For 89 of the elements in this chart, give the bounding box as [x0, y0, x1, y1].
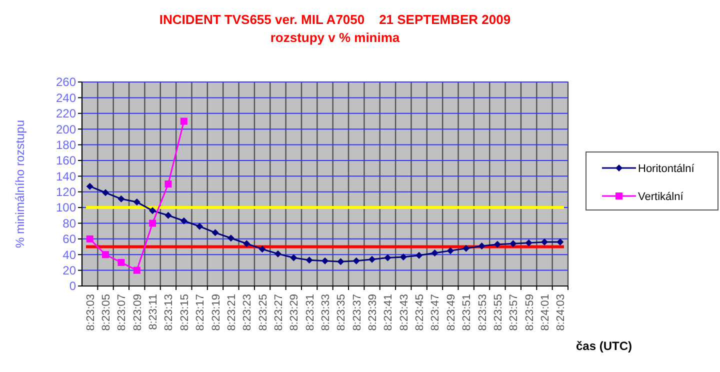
point [322, 257, 328, 264]
x-tick-label: 8:23:13 [163, 294, 176, 331]
x-tick-label: 8:23:35 [336, 294, 348, 331]
point [227, 234, 234, 242]
point [431, 250, 438, 257]
point [180, 118, 188, 125]
point [368, 256, 376, 263]
x-tick-label: 8:23:17 [194, 294, 207, 331]
x-tick-label: 8:24:01 [539, 294, 552, 331]
y-tick-label: 180 [56, 138, 76, 152]
point [86, 182, 94, 190]
point [212, 229, 219, 236]
point [352, 257, 360, 264]
point [400, 253, 407, 260]
point [416, 252, 423, 259]
point [306, 256, 313, 264]
x-tick-label: 8:23:15 [178, 294, 191, 331]
point [102, 251, 110, 258]
point [133, 198, 140, 206]
point [540, 238, 548, 246]
y-tick-label: 40 [62, 248, 76, 262]
y-tick-label: 260 [56, 75, 76, 90]
y-tick-label: 0 [69, 279, 76, 294]
y-tick-label: 220 [56, 106, 76, 121]
x-tick-label: 8:23:03 [84, 294, 97, 331]
x-tick-label: 8:23:11 [148, 294, 160, 330]
y-tick-label: 160 [56, 154, 76, 168]
x-tick-label: 8:23:41 [382, 294, 395, 331]
x-tick-label: 8:23:27 [272, 294, 285, 331]
x-tick-label: 8:23:25 [257, 294, 270, 331]
point [102, 189, 110, 196]
chart-subtitle: rozstupy v % minima [270, 30, 400, 45]
x-tick-label: 8:23:49 [445, 294, 458, 331]
point [149, 220, 156, 227]
y-tick-label: 240 [56, 90, 76, 105]
point [164, 212, 172, 219]
point [510, 240, 517, 248]
x-tick-label: 8:23:09 [132, 294, 144, 331]
point [337, 258, 344, 266]
x-tick-label: 8:23:39 [367, 294, 380, 331]
x-axis-title: čas (UTC) [576, 339, 632, 353]
point [149, 207, 156, 214]
x-tick-label: 8:23:55 [492, 294, 504, 331]
point [180, 217, 188, 224]
x-tick-label: 8:23:45 [414, 294, 426, 331]
point [258, 246, 266, 253]
y-tick-label: 100 [56, 200, 76, 215]
y-tick-label: 80 [62, 216, 76, 230]
y-tick-label: 20 [62, 264, 76, 278]
y-tick-label: 60 [62, 232, 76, 246]
point [118, 258, 125, 266]
x-tick-label: 8:23:37 [351, 294, 364, 331]
point [243, 240, 250, 248]
x-tick-label: 8:23:51 [461, 294, 474, 331]
point [462, 244, 470, 252]
point [164, 180, 172, 188]
chart-title: INCIDENT TVS655 ver. MIL A7050 21 SEPTEMBER 2009 [159, 12, 511, 27]
point [525, 239, 532, 246]
x-tick-label: 8:23:31 [304, 294, 316, 331]
point [86, 235, 94, 242]
x-tick-label: 8:23:23 [242, 294, 254, 331]
point [556, 238, 564, 246]
point [118, 195, 125, 202]
point [494, 240, 501, 248]
y-tick-label: 200 [56, 122, 76, 136]
x-tick-label: 8:23:59 [524, 294, 536, 331]
point [290, 254, 298, 262]
x-tick-label: 8:23:05 [100, 294, 113, 331]
point [133, 266, 140, 274]
point [384, 254, 392, 262]
legend-label: Vertikální [638, 190, 684, 203]
x-tick-label: 8:23:57 [508, 294, 520, 331]
y-tick-label: 120 [56, 185, 76, 200]
x-tick-label: 8:23:19 [210, 294, 222, 331]
y-tick-label: 140 [56, 169, 76, 184]
point [478, 242, 486, 250]
point [196, 222, 204, 230]
x-tick-label: 8:23:07 [116, 294, 128, 331]
point [446, 247, 454, 254]
x-tick-label: 8:23:47 [430, 294, 442, 331]
x-tick-label: 8:23:33 [320, 294, 332, 331]
legend-label: Horitontální [638, 162, 696, 175]
y-axis-title: % minimálního rozstupu [13, 120, 27, 248]
x-tick-label: 8:23:29 [288, 294, 301, 331]
x-tick-label: 8:23:43 [398, 294, 410, 331]
x-tick-label: 8:23:21 [226, 294, 238, 331]
point [274, 250, 282, 258]
x-tick-label: 8:24:03 [555, 294, 568, 331]
x-tick-label: 8:23:53 [476, 294, 489, 331]
